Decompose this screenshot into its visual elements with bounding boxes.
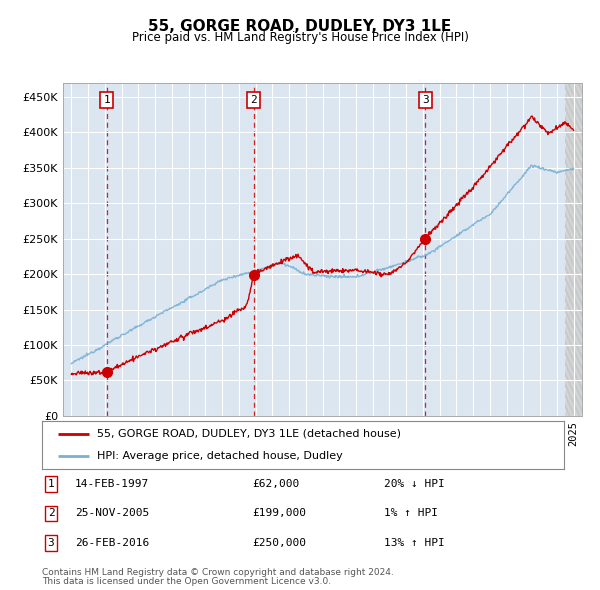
Text: Price paid vs. HM Land Registry's House Price Index (HPI): Price paid vs. HM Land Registry's House …	[131, 31, 469, 44]
Text: 13% ↑ HPI: 13% ↑ HPI	[384, 538, 445, 548]
Text: 3: 3	[422, 96, 429, 106]
Text: This data is licensed under the Open Government Licence v3.0.: This data is licensed under the Open Gov…	[42, 578, 331, 586]
Text: 14-FEB-1997: 14-FEB-1997	[75, 479, 149, 489]
Text: £250,000: £250,000	[252, 538, 306, 548]
Text: 2: 2	[250, 96, 257, 106]
Text: 26-FEB-2016: 26-FEB-2016	[75, 538, 149, 548]
Polygon shape	[565, 83, 582, 416]
Text: 2: 2	[47, 509, 55, 518]
Text: 25-NOV-2005: 25-NOV-2005	[75, 509, 149, 518]
Text: 1% ↑ HPI: 1% ↑ HPI	[384, 509, 438, 518]
Text: £199,000: £199,000	[252, 509, 306, 518]
Text: 55, GORGE ROAD, DUDLEY, DY3 1LE (detached house): 55, GORGE ROAD, DUDLEY, DY3 1LE (detache…	[97, 429, 401, 439]
Text: 55, GORGE ROAD, DUDLEY, DY3 1LE: 55, GORGE ROAD, DUDLEY, DY3 1LE	[148, 19, 452, 34]
Text: 3: 3	[47, 538, 55, 548]
Text: HPI: Average price, detached house, Dudley: HPI: Average price, detached house, Dudl…	[97, 451, 343, 461]
Text: 1: 1	[47, 479, 55, 489]
Text: Contains HM Land Registry data © Crown copyright and database right 2024.: Contains HM Land Registry data © Crown c…	[42, 568, 394, 577]
Text: 20% ↓ HPI: 20% ↓ HPI	[384, 479, 445, 489]
Text: £62,000: £62,000	[252, 479, 299, 489]
Text: 1: 1	[103, 96, 110, 106]
